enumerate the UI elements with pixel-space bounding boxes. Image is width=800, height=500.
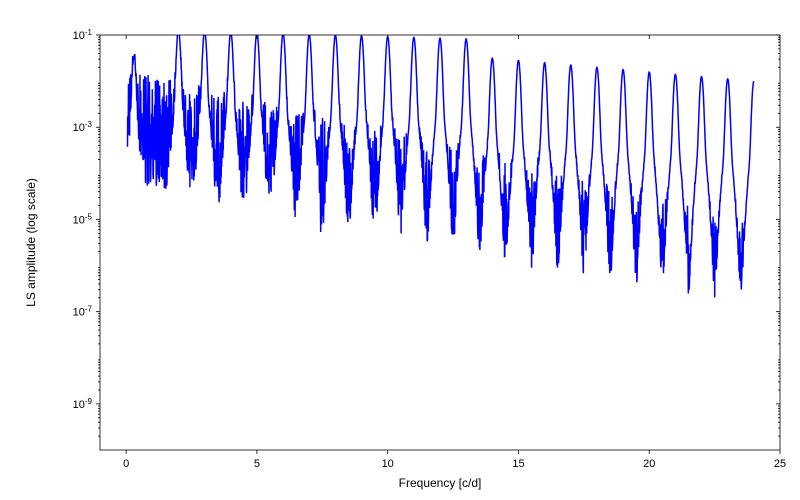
periodogram-chart: 0 5 10 15 20 25 10-9 10-7 10-5 10-3 10-1 Frequency … — [0, 0, 800, 500]
x-tick-label: 0 — [123, 458, 129, 470]
y-axis-label: LS amplitude (log scale) — [24, 178, 38, 307]
y-tick-label: 10-9 — [73, 396, 93, 411]
x-tick-label: 5 — [254, 458, 260, 470]
x-tick-label: 20 — [643, 458, 655, 470]
x-tick-label: 10 — [382, 458, 394, 470]
y-tick-label: 10-3 — [73, 120, 93, 135]
y-tick-label: 10-5 — [73, 212, 93, 227]
x-tick-label: 25 — [774, 458, 786, 470]
y-tick-label: 10-1 — [73, 28, 93, 43]
chart-svg: 0 5 10 15 20 25 10-9 10-7 10-5 10-3 10-1 Frequency … — [0, 0, 800, 500]
x-tick-label: 15 — [512, 458, 524, 470]
x-axis-label: Frequency [c/d] — [399, 476, 482, 490]
y-tick-label: 10-7 — [73, 304, 93, 319]
